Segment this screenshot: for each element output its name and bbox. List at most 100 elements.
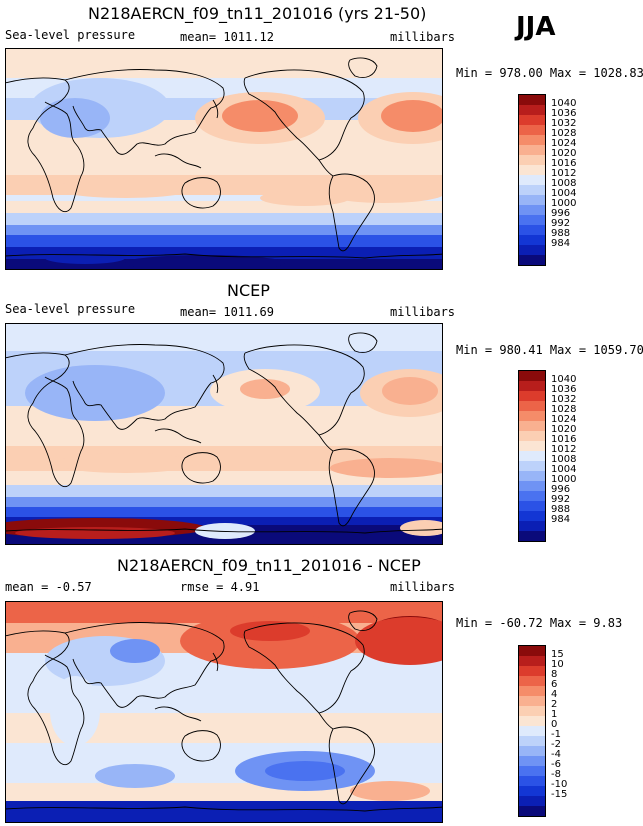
panel3-colorbar	[518, 645, 546, 817]
colorbar-swatch	[519, 531, 545, 541]
colorbar-swatch	[519, 105, 545, 115]
colorbar-swatch	[519, 391, 545, 401]
colorbar-swatch	[519, 215, 545, 225]
colorbar-swatch	[519, 696, 545, 706]
colorbar-swatch	[519, 511, 545, 521]
colorbar-swatch	[519, 185, 545, 195]
colorbar-swatch	[519, 796, 545, 806]
panel3-field	[5, 601, 443, 823]
panel1-mean-label: mean= 1011.12	[180, 30, 274, 44]
colorbar-swatch	[519, 736, 545, 746]
panel3-mean-label: mean = -0.57	[5, 580, 92, 594]
colorbar-tick-label: 1	[551, 709, 558, 720]
colorbar-tick-label: 1008	[551, 178, 577, 189]
panel1-left-label: Sea-level pressure	[5, 28, 136, 42]
panel2-colorbar	[518, 370, 546, 542]
colorbar-tick-label: 984	[551, 238, 571, 249]
colorbar-tick-label: 996	[551, 208, 571, 219]
colorbar-tick-label: -4	[551, 749, 561, 760]
colorbar-tick-label: 988	[551, 228, 571, 239]
panel3-map	[5, 601, 443, 823]
colorbar-tick-label: 992	[551, 218, 571, 229]
colorbar-tick-label: 1020	[551, 424, 577, 435]
colorbar-tick-label: 996	[551, 484, 571, 495]
colorbar-swatch	[519, 756, 545, 766]
colorbar-tick-label: 992	[551, 494, 571, 505]
panel2-coastlines	[5, 332, 443, 534]
colorbar-tick-label: -8	[551, 769, 561, 780]
colorbar-tick-label: 4	[551, 689, 558, 700]
colorbar-swatch	[519, 245, 545, 255]
colorbar-swatch	[519, 255, 545, 265]
colorbar-swatch	[519, 766, 545, 776]
colorbar-tick-label: 10	[551, 659, 564, 670]
colorbar-tick-label: 1016	[551, 434, 577, 445]
colorbar-tick-label: 8	[551, 669, 558, 680]
colorbar-swatch	[519, 491, 545, 501]
colorbar-tick-label: 0	[551, 719, 558, 730]
colorbar-tick-label: 1028	[551, 128, 577, 139]
colorbar-swatch	[519, 115, 545, 125]
colorbar-swatch	[519, 235, 545, 245]
colorbar-swatch	[519, 175, 545, 185]
colorbar-tick-label: 984	[551, 514, 571, 525]
colorbar-swatch	[519, 461, 545, 471]
panel1-minmax: Min = 978.00 Max = 1028.83	[456, 66, 643, 80]
colorbar-swatch	[519, 381, 545, 391]
colorbar-swatch	[519, 481, 545, 491]
colorbar-tick-label: 2	[551, 699, 558, 710]
colorbar-swatch	[519, 716, 545, 726]
colorbar-swatch	[519, 95, 545, 105]
colorbar-tick-label: 1012	[551, 168, 577, 179]
colorbar-swatch	[519, 666, 545, 676]
panel2-minmax: Min = 980.41 Max = 1059.70	[456, 343, 643, 357]
colorbar-tick-label: 1028	[551, 404, 577, 415]
colorbar-tick-label: 1036	[551, 108, 577, 119]
colorbar-tick-label: 15	[551, 649, 564, 660]
colorbar-swatch	[519, 205, 545, 215]
colorbar-tick-label: 1040	[551, 374, 577, 385]
panel1-map	[5, 48, 443, 270]
colorbar-tick-label: 988	[551, 504, 571, 515]
colorbar-swatch	[519, 135, 545, 145]
colorbar-swatch	[519, 806, 545, 816]
colorbar-swatch	[519, 726, 545, 736]
panel3-coastlines	[5, 610, 443, 812]
colorbar-swatch	[519, 195, 545, 205]
colorbar-tick-label: 1020	[551, 148, 577, 159]
colorbar-swatch	[519, 431, 545, 441]
colorbar-swatch	[519, 421, 545, 431]
colorbar-swatch	[519, 521, 545, 531]
colorbar-tick-label: -6	[551, 759, 561, 770]
colorbar-swatch	[519, 776, 545, 786]
colorbar-swatch	[519, 225, 545, 235]
colorbar-tick-label: 1036	[551, 384, 577, 395]
colorbar-swatch	[519, 125, 545, 135]
panel2-units-label: millibars	[390, 305, 456, 319]
colorbar-swatch	[519, 451, 545, 461]
colorbar-swatch	[519, 401, 545, 411]
panel1-title: N218AERCN_f09_tn11_201016 (yrs 21-50)	[88, 4, 427, 23]
colorbar-tick-label: 1024	[551, 138, 577, 149]
colorbar-swatch	[519, 165, 545, 175]
panel3-units-label: millibars	[390, 580, 456, 594]
colorbar-swatch	[519, 441, 545, 451]
colorbar-tick-label: -2	[551, 739, 561, 750]
panel2-field	[5, 323, 443, 545]
colorbar-tick-label: 1004	[551, 188, 577, 199]
colorbar-tick-label: -1	[551, 729, 561, 740]
colorbar-swatch	[519, 471, 545, 481]
colorbar-tick-label: 1008	[551, 454, 577, 465]
panel2-title: NCEP	[227, 281, 270, 300]
panel3-minmax: Min = -60.72 Max = 9.83	[456, 616, 623, 630]
colorbar-tick-label: 1032	[551, 394, 577, 405]
colorbar-tick-label: 1004	[551, 464, 577, 475]
colorbar-tick-label: 1000	[551, 474, 577, 485]
colorbar-tick-label: 1016	[551, 158, 577, 169]
colorbar-swatch	[519, 706, 545, 716]
panel1-units-label: millibars	[390, 30, 456, 44]
panel3-title: N218AERCN_f09_tn11_201016 - NCEP	[117, 556, 421, 575]
colorbar-swatch	[519, 646, 545, 656]
colorbar-swatch	[519, 656, 545, 666]
panel1-colorbar	[518, 94, 546, 266]
